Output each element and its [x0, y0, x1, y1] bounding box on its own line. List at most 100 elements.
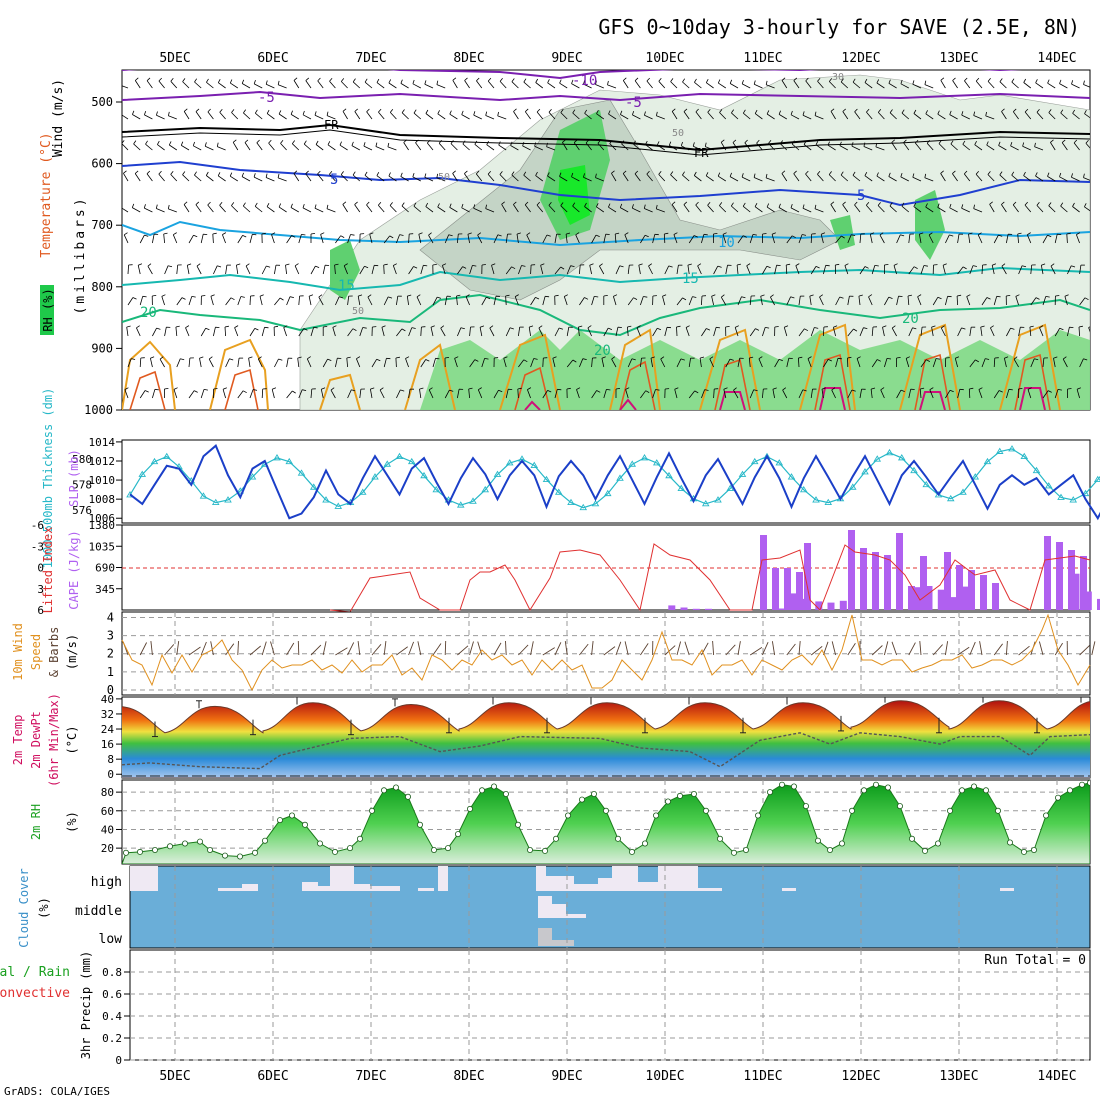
wind-barb-flag	[655, 204, 658, 209]
wind-barb	[305, 80, 312, 89]
wind-barb	[378, 111, 385, 120]
cape-bar	[925, 586, 933, 610]
wind10m-barb	[684, 641, 690, 656]
wind-barb	[954, 358, 958, 368]
thickness-slp-frame	[121, 439, 1091, 524]
wind-barb-flag	[831, 387, 836, 391]
wind-barb	[159, 359, 165, 368]
wind-barb-flag	[646, 170, 650, 175]
wind-barb-flag	[323, 326, 328, 328]
rh2m-point	[653, 812, 660, 819]
wind-barb	[322, 358, 328, 368]
rh2m-point	[827, 847, 834, 854]
wind10m-barb	[624, 641, 629, 656]
wind-barb-flag	[1048, 202, 1052, 206]
wind-barb-flag	[625, 387, 630, 390]
wind-barb	[889, 205, 897, 213]
wind-barb-flag	[584, 109, 588, 114]
wind-barb-flag	[952, 170, 956, 174]
wind10m-barb	[919, 641, 922, 656]
wind-barb	[1034, 146, 1044, 151]
cape-bar	[956, 565, 963, 610]
wind-barb	[436, 84, 446, 89]
wind-barb	[858, 296, 861, 306]
thickness-point	[995, 447, 1004, 454]
wind-barb	[147, 266, 153, 275]
wind-barb	[766, 206, 775, 213]
rh2m-tick-label: 80	[101, 786, 114, 799]
li-tick-label: -6	[31, 519, 44, 532]
wind-barb-flag	[155, 204, 158, 209]
wind10m-barb	[1005, 640, 1008, 656]
wind-barb-flag	[330, 387, 335, 391]
wind-barb-flag	[340, 78, 345, 82]
wind-barb	[236, 265, 239, 275]
wind-barb-flag	[798, 356, 803, 359]
wind-barb-flag	[913, 266, 918, 269]
wind-barb	[501, 204, 507, 213]
wind-barb-flag	[1066, 232, 1071, 235]
wind-barb-flag	[1048, 390, 1052, 393]
rh2m-point	[553, 835, 560, 842]
wind-barb-flag	[844, 263, 849, 266]
wind-barb	[420, 265, 424, 275]
wind-barb	[224, 326, 226, 337]
wind-barb	[249, 234, 253, 244]
wind-barb-flag	[1072, 109, 1076, 114]
wind-barb-flag	[136, 325, 140, 329]
wind-barb	[497, 115, 507, 120]
wind-barb	[676, 265, 679, 275]
temp2m-ylabel-d: (°C)	[65, 726, 79, 755]
wind-barb	[608, 206, 617, 213]
thickness-point	[665, 471, 673, 479]
wind-barb-flag	[940, 77, 945, 81]
wind-barb-flag	[575, 232, 580, 236]
wind-barb-flag	[931, 325, 936, 328]
wind-barb	[200, 234, 204, 244]
wind-barb-flag	[584, 297, 589, 300]
contour-label-10: 10	[718, 235, 735, 251]
wind-barb	[774, 265, 777, 275]
wind-barb	[388, 82, 397, 89]
wind-barb	[688, 358, 691, 368]
wind-barb-flag	[379, 387, 384, 391]
wind-barb	[415, 142, 422, 151]
wind-barb	[896, 296, 899, 306]
wind-barb	[929, 389, 934, 399]
wind-barb-flag	[428, 232, 432, 236]
wind-barb-flag	[1072, 202, 1075, 207]
wind-barb-flag	[264, 326, 269, 329]
wind-barb	[701, 295, 703, 306]
wind-barb-flag	[167, 204, 170, 209]
cloud-ylabel-b: (%)	[37, 897, 51, 919]
wind-barb	[175, 326, 178, 337]
wind-barb	[575, 234, 580, 244]
wind-barb	[608, 113, 617, 120]
wind-barb	[231, 205, 239, 213]
wind-barb	[1036, 205, 1044, 213]
wind-barb-flag	[266, 203, 270, 207]
contour-label-minus10: -10	[572, 73, 597, 89]
wind-barb	[664, 327, 668, 337]
wind-barb	[387, 146, 397, 151]
wind-barb-flag	[364, 171, 368, 176]
wind-barb	[756, 142, 763, 151]
wind-barb	[1073, 142, 1080, 151]
wind-barb-flag	[1034, 142, 1036, 147]
wind-barb-flag	[428, 387, 433, 391]
wind-barb	[805, 173, 812, 182]
wind-barb	[315, 144, 324, 151]
slp-tick-label: 1010	[89, 474, 116, 487]
wind-barb-flag	[986, 141, 989, 146]
wind-barb-flag	[929, 387, 934, 391]
wind-barb	[831, 389, 836, 399]
wind-barb-flag	[828, 359, 832, 362]
wind-barb	[408, 327, 413, 337]
wind-barb-flag	[864, 172, 868, 176]
wind-barb-flag	[389, 109, 394, 113]
wind-barb-flag	[133, 140, 137, 145]
wind-barb	[762, 327, 766, 337]
wind-barb	[1054, 328, 1061, 337]
wind-barb	[869, 234, 873, 244]
